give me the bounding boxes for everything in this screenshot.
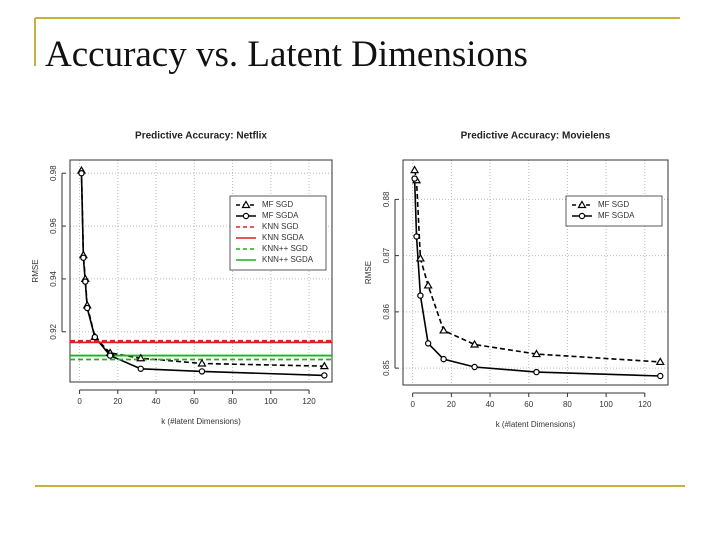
legend-label: KNN SGDA	[262, 233, 304, 242]
marker	[417, 292, 424, 299]
x-tick-label: 100	[264, 397, 278, 406]
x-axis-label: k (#latent Dimensions)	[496, 420, 576, 429]
marker	[91, 333, 99, 341]
x-tick-label: 20	[447, 400, 456, 409]
x-axis-label: k (#latent Dimensions)	[161, 417, 241, 426]
marker	[533, 368, 540, 376]
legend-label: MF SGDA	[598, 211, 635, 220]
legend-label: KNN SGD	[262, 222, 299, 231]
series-line	[413, 169, 661, 363]
y-axis-label: RMSE	[364, 261, 373, 284]
marker	[137, 365, 144, 372]
marker	[82, 278, 89, 285]
marker	[242, 212, 250, 220]
marker	[531, 349, 542, 358]
legend-label: KNN++ SGDA	[262, 255, 314, 264]
legend-label: MF SGDA	[262, 211, 299, 220]
x-tick-label: 60	[524, 400, 533, 409]
x-tick-label: 60	[190, 397, 199, 406]
x-tick-label: 120	[638, 400, 652, 409]
y-tick-label: 0.87	[382, 247, 391, 263]
plot: Predictive Accuracy: Movielens 0 20 40 60 80 1…	[364, 131, 669, 429]
y-tick-label: 0.88	[382, 191, 391, 207]
plot-title: Predictive Accuracy: Movielens	[461, 131, 611, 142]
marker	[470, 339, 480, 348]
marker	[197, 358, 207, 367]
marker	[198, 368, 206, 375]
x-tick-label: 40	[152, 397, 161, 406]
marker	[424, 340, 432, 347]
marker	[78, 170, 85, 177]
marker	[411, 175, 418, 182]
legend-label: MF SGD	[262, 200, 293, 209]
plot: Predictive Accuracy: Netflix 0 20 40 60 80 100…	[31, 131, 333, 426]
x-tick-label: 0	[77, 397, 82, 406]
legend-label: KNN++ SGD	[262, 244, 308, 253]
x-tick-label: 80	[563, 400, 572, 409]
marker	[440, 355, 447, 363]
legend-label: MF SGD	[598, 200, 629, 209]
y-tick-label: 0.94	[49, 271, 58, 287]
marker	[410, 165, 420, 174]
marker	[578, 212, 586, 220]
x-tick-label: 40	[486, 400, 495, 409]
y-tick-label: 0.86	[382, 304, 391, 320]
x-tick-label: 0	[410, 400, 415, 409]
marker	[471, 363, 478, 371]
marker	[321, 372, 328, 379]
x-tick-label: 80	[228, 397, 237, 406]
marker	[241, 200, 251, 209]
marker	[423, 280, 433, 289]
plot-title: Predictive Accuracy: Netflix	[135, 131, 267, 142]
marker	[655, 357, 665, 366]
marker	[577, 200, 587, 209]
y-tick-label: 0.85	[382, 360, 391, 376]
y-axis-label: RMSE	[31, 259, 40, 282]
marker	[413, 233, 420, 240]
x-tick-label: 100	[599, 400, 613, 409]
x-tick-label: 120	[302, 397, 316, 406]
marker	[106, 352, 114, 359]
series-line	[413, 178, 661, 377]
legend-box	[229, 195, 327, 271]
y-tick-label: 0.92	[49, 323, 58, 339]
marker	[657, 372, 664, 380]
marker	[136, 353, 146, 362]
marker	[319, 361, 329, 370]
marker	[80, 254, 87, 261]
y-tick-label: 0.96	[49, 218, 58, 234]
slide-title: Accuracy vs. Latent Dimensions	[45, 34, 528, 75]
y-tick-label: 0.98	[49, 165, 58, 181]
marker	[439, 325, 449, 334]
x-tick-label: 20	[113, 397, 122, 406]
plot-frame	[402, 159, 669, 386]
marker	[84, 304, 91, 312]
plot-frame	[69, 159, 333, 383]
marker	[415, 253, 425, 262]
